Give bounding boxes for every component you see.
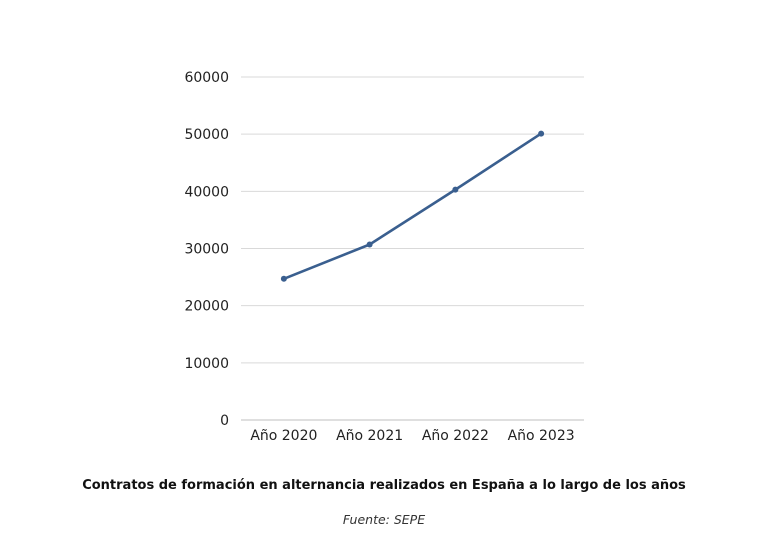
y-tick-label: 10000 (184, 356, 229, 372)
chart-source: Fuente: SEPE (342, 512, 426, 527)
line-chart: 0 10000 20000 30000 40000 50000 60000 Año 2020… (184, 70, 584, 444)
y-tick-label: 20000 (184, 299, 229, 315)
gridlines (241, 76, 584, 421)
x-tick-label: Año 2020 (250, 428, 317, 444)
y-axis-ticks: 0 10000 20000 30000 40000 50000 60000 (184, 70, 229, 429)
data-point (366, 241, 373, 248)
series-group (280, 130, 545, 282)
data-point (538, 130, 545, 137)
y-tick-label: 0 (220, 413, 229, 429)
y-tick-label: 40000 (184, 184, 229, 200)
x-tick-label: Año 2022 (422, 428, 489, 444)
y-tick-label: 60000 (184, 70, 229, 86)
data-point (452, 186, 459, 193)
x-axis-ticks: Año 2020 Año 2021 Año 2022 Año 2023 (250, 428, 574, 444)
series-line (282, 132, 543, 281)
y-tick-label: 50000 (184, 127, 229, 143)
x-tick-label: Año 2023 (508, 428, 575, 444)
data-point (280, 275, 287, 282)
x-tick-label: Año 2021 (336, 428, 403, 444)
chart-title: Contratos de formación en alternancia re… (82, 478, 686, 493)
y-tick-label: 30000 (184, 242, 229, 258)
